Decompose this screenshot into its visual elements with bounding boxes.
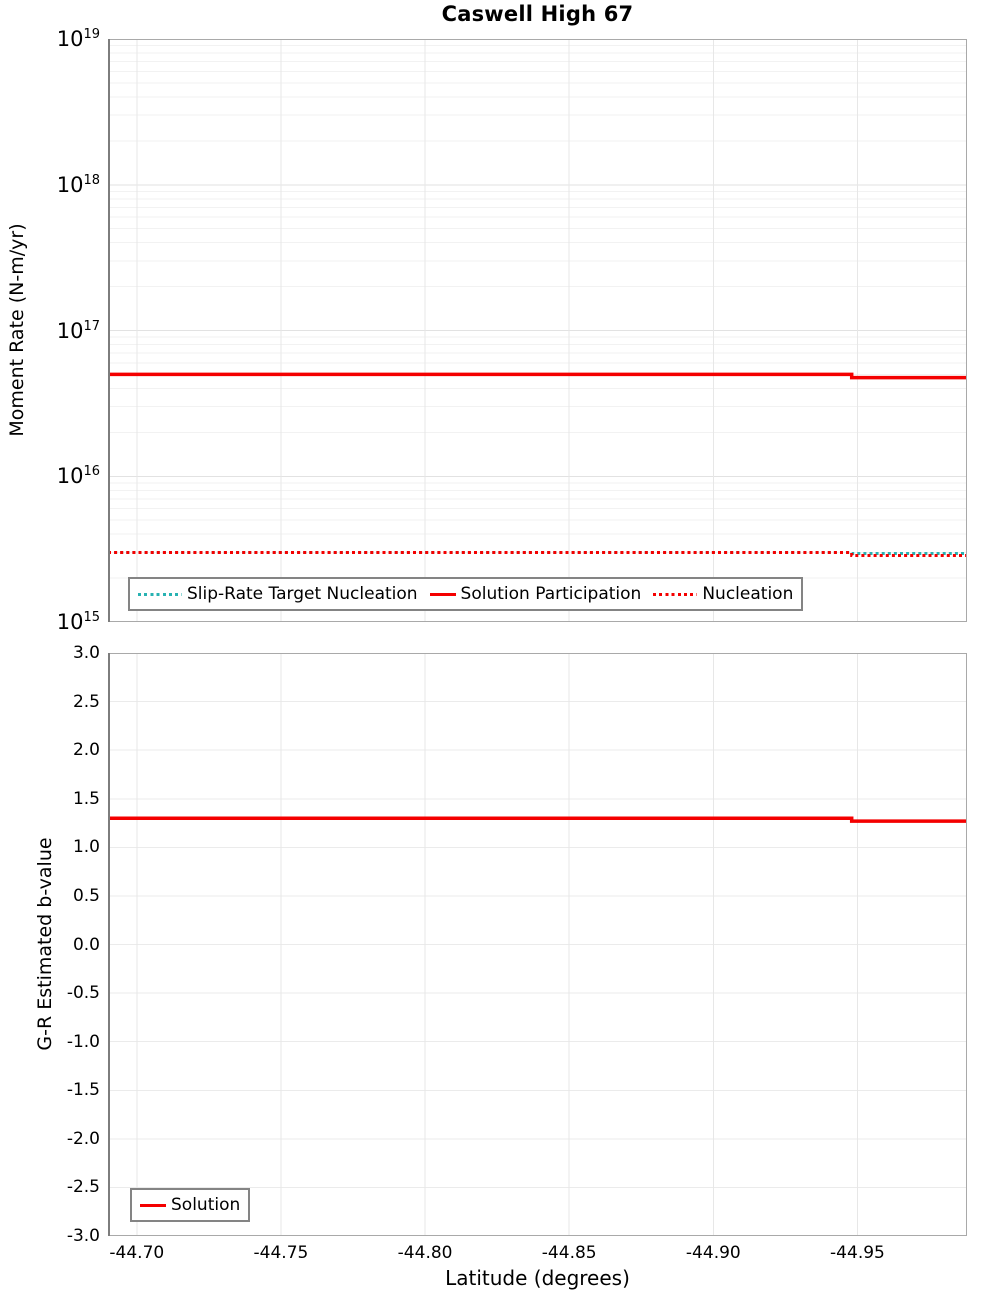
y-tick-label-1.0: 1.0 [72, 837, 100, 858]
y-tick-label--3.0: -3.0 [66, 1226, 100, 1246]
b-value-legend: Solution [130, 1188, 251, 1222]
y-tick-label--2.5: -2.5 [66, 1177, 100, 1198]
y-tick-label-0.5: 0.5 [72, 885, 100, 906]
moment-rate-legend: Slip-Rate Target Nucleation Solution Par… [128, 577, 804, 611]
legend-label-slip-rate-target-nucleation: Slip-Rate Target Nucleation [187, 584, 418, 604]
x-tick-label--44.75: -44.75 [253, 1243, 309, 1263]
nucleation-line-swatch [653, 592, 698, 596]
b-value-plot-area [108, 653, 967, 1236]
y-tick-label-2.5: 2.5 [72, 691, 100, 712]
y-tick-label-1e19: 1019 [56, 27, 100, 51]
legend-label-solution: Solution [171, 1195, 241, 1215]
y-tick-label--1.0: -1.0 [66, 1031, 100, 1052]
solution-participation-line-swatch [429, 592, 456, 596]
x-axis-label-latitude: Latitude (degrees) [445, 1266, 630, 1290]
y-tick-label--0.5: -0.5 [66, 983, 100, 1004]
y-tick-label-1e16: 1016 [56, 464, 100, 489]
y-tick-label--1.5: -1.5 [66, 1080, 100, 1101]
y-tick-label-2.0: 2.0 [72, 740, 100, 761]
chart-title: Caswell High 67 [441, 2, 634, 26]
x-tick-label--44.90: -44.90 [685, 1243, 741, 1263]
y-tick-label-1e17: 1017 [56, 318, 100, 343]
x-tick-label--44.80: -44.80 [397, 1243, 453, 1263]
x-tick-label--44.95: -44.95 [830, 1243, 885, 1263]
x-tick-label--44.85: -44.85 [541, 1243, 597, 1263]
y-axis-label-moment-rate: Moment Rate (N-m/yr) [6, 223, 28, 437]
legend-label-solution-participation: Solution Participation [460, 584, 642, 604]
legend-label-nucleation: Nucleation [702, 584, 794, 604]
slip-rate-target-nucleation-line-swatch [138, 592, 182, 596]
solution-line-swatch [140, 1203, 166, 1207]
y-tick-label-1.5: 1.5 [72, 788, 100, 809]
x-tick-label--44.70: -44.70 [109, 1243, 165, 1263]
y-tick-label--2.0: -2.0 [66, 1128, 100, 1149]
moment-rate-plot-area [108, 39, 967, 622]
y-tick-label-1e15: 1015 [56, 610, 100, 634]
y-tick-label-0.0: 0.0 [72, 934, 100, 955]
y-tick-label-3.0: 3.0 [72, 643, 100, 663]
y-tick-label-1e18: 1018 [56, 172, 100, 197]
